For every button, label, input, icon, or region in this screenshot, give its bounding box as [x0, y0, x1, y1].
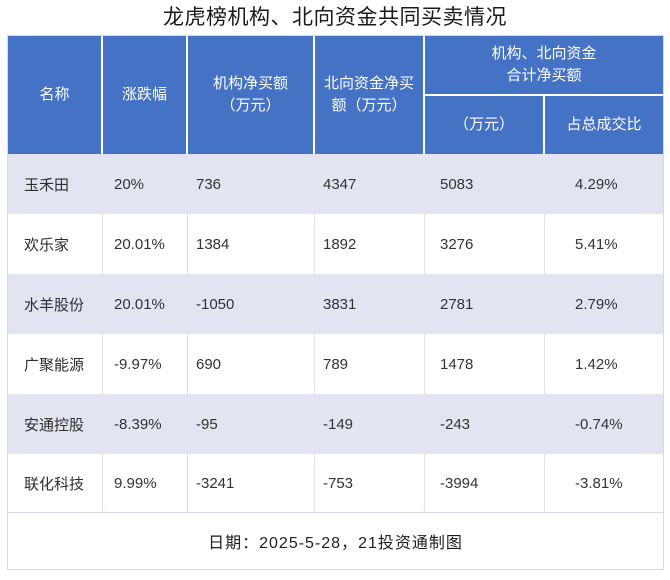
- cell-inst: 1384: [188, 214, 315, 274]
- cell-total: -3994: [425, 454, 545, 512]
- cell-north: -149: [323, 415, 354, 433]
- header-cell-group-amount: （万元）: [425, 96, 545, 154]
- cell-inst: -1050: [196, 295, 235, 313]
- cell-change: 9.99%: [103, 454, 188, 512]
- table-row: 欢乐家 20.01% 1384 1892 3276 5.41%: [8, 214, 663, 274]
- cell-total: 3276: [425, 214, 545, 274]
- cell-ratio: 5.41%: [575, 235, 618, 253]
- table-header: 名称 涨跌幅 机构净买额 （万元） 北向资金净买 额（万元） 机构、北向资金 合…: [8, 36, 663, 154]
- cell-inst: -3241: [188, 454, 315, 512]
- cell-north: 4347: [323, 175, 357, 193]
- table-row: 安通控股 -8.39% -95 -149 -243 -0.74%: [8, 394, 663, 454]
- table-row: 玉禾田 20% 736 4347 5083 4.29%: [8, 154, 663, 214]
- cell-north: 789: [315, 334, 425, 394]
- cell-name: 欢乐家: [8, 214, 103, 274]
- cell-name: 广聚能源: [8, 334, 103, 394]
- cell-name: 安通控股: [24, 416, 85, 434]
- header-cell-inst-net: 机构净买额 （万元）: [188, 36, 315, 154]
- cell-name: 玉禾田: [24, 176, 70, 194]
- table-row: 水羊股份 20.01% -1050 3831 2781 2.79%: [8, 274, 663, 334]
- cell-ratio: 1.42%: [575, 355, 618, 373]
- cell-ratio: -0.74%: [575, 415, 623, 433]
- cell-inst: -95: [196, 415, 218, 433]
- header-cell-name: 名称: [8, 36, 103, 154]
- stock-table: 名称 涨跌幅 机构净买额 （万元） 北向资金净买 额（万元） 机构、北向资金 合…: [7, 35, 664, 570]
- header-cell-group-total: 机构、北向资金 合计净买额: [425, 36, 663, 96]
- cell-north: 3831: [323, 295, 357, 313]
- header-cell-group-ratio: 占总成交比: [566, 115, 642, 133]
- cell-change: 20%: [114, 175, 145, 193]
- cell-name: 水羊股份: [24, 296, 85, 314]
- cell-north: -753: [315, 454, 425, 512]
- cell-ratio: 4.29%: [575, 175, 618, 193]
- header-cell-change: 涨跌幅: [103, 36, 188, 154]
- cell-change: 20.01%: [103, 214, 188, 274]
- table-row: 联化科技 9.99% -3241 -753 -3994 -3.81%: [8, 454, 663, 512]
- cell-inst: 690: [188, 334, 315, 394]
- cell-total: 5083: [440, 175, 474, 193]
- cell-inst: 736: [196, 175, 222, 193]
- cell-ratio: -3.81%: [575, 474, 623, 492]
- cell-north: 1892: [315, 214, 425, 274]
- cell-total: 1478: [425, 334, 545, 394]
- table-body: 玉禾田 20% 736 4347 5083 4.29% 欢乐家 20.01% 1…: [8, 154, 663, 512]
- cell-total: 2781: [440, 295, 474, 313]
- cell-total: -243: [440, 415, 471, 433]
- table-row: 广聚能源 -9.97% 690 789 1478 1.42%: [8, 334, 663, 394]
- footer-note: 日期：2025-5-28，21投资通制图: [208, 535, 463, 552]
- header-cell-north-net: 北向资金净买 额（万元）: [315, 36, 425, 154]
- cell-change: -8.39%: [114, 415, 162, 433]
- cell-ratio: 2.79%: [575, 295, 618, 313]
- table-footer: 日期：2025-5-28，21投资通制图: [8, 512, 663, 569]
- cell-change: 20.01%: [114, 295, 165, 313]
- page-title: 龙虎榜机构、北向资金共同买卖情况: [163, 6, 507, 29]
- cell-name: 联化科技: [8, 454, 103, 512]
- cell-change: -9.97%: [103, 334, 188, 394]
